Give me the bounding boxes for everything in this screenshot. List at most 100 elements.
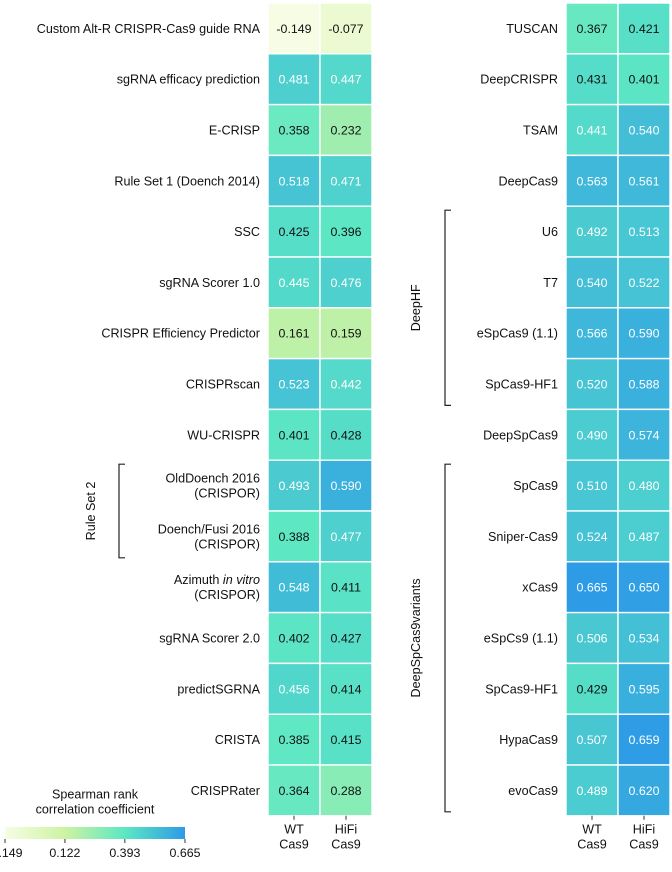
cell-value-label: 0.540: [576, 276, 607, 290]
group-label: DeepHF: [409, 284, 423, 331]
cell-value-label: 0.620: [628, 784, 659, 798]
heatmap-cell: [565, 611, 619, 665]
cell-value-label: 0.396: [330, 225, 361, 239]
heatmap-cell: [267, 459, 321, 512]
row-label: Sniper-Cas9: [488, 530, 558, 544]
heatmap-cell: [617, 561, 671, 614]
cell-value-label: 0.388: [278, 530, 309, 544]
cell-value-label: 0.522: [628, 276, 659, 290]
row-label: predictSGRNA: [177, 682, 260, 696]
row-label: OldDoench 2016 (CRISPOR): [165, 472, 260, 501]
heatmap-cell: [267, 561, 321, 614]
heatmap-cell: [319, 205, 373, 258]
heatmap-cell: [617, 154, 671, 207]
cell-value-label: 0.428: [330, 428, 361, 442]
group-label: Rule Set 2: [84, 482, 98, 541]
heatmap-cell: [617, 713, 671, 766]
cell-value-label: 0.487: [628, 530, 659, 544]
cell-value-label: 0.477: [330, 530, 361, 544]
heatmap-cell: [267, 662, 321, 715]
cell-value-label: 0.402: [278, 632, 309, 646]
heatmap-panel-left: Custom Alt-R CRISPR-Cas9 guide RNA -0.149…: [37, 2, 373, 851]
heatmap-cell: [617, 408, 671, 461]
row-label: SpCas9-HF1: [485, 682, 558, 696]
cell-value-label: 0.489: [576, 784, 607, 798]
heatmap-cell: [617, 205, 671, 258]
heatmap-cell: [319, 357, 373, 411]
cell-value-label: 0.659: [628, 733, 659, 747]
row-label: sgRNA Scorer 2.0: [159, 632, 260, 646]
heatmap-cell: [565, 2, 619, 55]
column-label: WT Cas9: [279, 822, 308, 851]
row-label: DeepCas9: [498, 174, 558, 188]
row-label: SpCas9: [513, 479, 558, 493]
cell-value-label: 0.447: [330, 73, 361, 87]
cell-value-label: 0.520: [576, 378, 607, 392]
cell-value-label: 0.561: [628, 174, 659, 188]
cell-value-label: 0.540: [628, 124, 659, 138]
colorbar-title: Spearman rank correlation coefficient: [36, 788, 155, 817]
heatmap-cell: [319, 53, 373, 106]
row-label: TSAM: [523, 124, 558, 138]
cell-value-label: 0.442: [330, 378, 361, 392]
cell-value-label: 0.506: [576, 632, 607, 646]
heatmap-cell: [319, 459, 373, 512]
cell-value-label: 0.563: [576, 174, 607, 188]
column-label: WT Cas9: [577, 822, 606, 851]
cell-value-label: 0.367: [576, 22, 607, 36]
cell-value-label: 0.401: [628, 73, 659, 87]
cell-value-label: 0.588: [628, 378, 659, 392]
row-label: SpCas9-HF1: [485, 378, 558, 392]
row-label: DeepCRISPR: [480, 73, 558, 87]
cell-value-label: 0.590: [330, 479, 361, 493]
cell-value-label: 0.401: [278, 428, 309, 442]
cell-value-label: 0.427: [330, 632, 361, 646]
cell-value-label: 0.665: [576, 581, 607, 595]
cell-value-label: 0.431: [576, 73, 607, 87]
cell-value-label: 0.493: [278, 479, 309, 493]
row-label: evoCas9: [508, 784, 558, 798]
cell-value-label: 0.476: [330, 276, 361, 290]
cell-value-label: 0.507: [576, 733, 607, 747]
cell-value-label: 0.524: [576, 530, 607, 544]
cell-value-label: 0.534: [628, 632, 659, 646]
cell-value-label: 0.566: [576, 327, 607, 341]
cell-value-label: 0.441: [576, 124, 607, 138]
heatmap-cell: [565, 53, 619, 106]
cell-value-label: 0.445: [278, 276, 309, 290]
cell-value-label: 0.481: [278, 73, 309, 87]
heatmap-cell: [267, 713, 321, 766]
row-label: U6: [542, 225, 558, 239]
heatmap-cell: [319, 256, 373, 309]
group-bracket: [118, 463, 125, 559]
heatmap-cell: [319, 154, 373, 207]
heatmap-panel-right: TUSCAN 0.367 0.421 DeepCRISPR 0.431 0.401 TSAM…: [409, 2, 671, 851]
colorbar-tick-label: -0.149: [0, 846, 23, 860]
cell-value-label: 0.415: [330, 733, 361, 747]
cell-value-label: -0.077: [328, 22, 363, 36]
cell-value-label: 0.288: [330, 784, 361, 798]
heatmap-cell: [565, 662, 619, 715]
row-label: sgRNA efficacy prediction: [117, 73, 260, 87]
heatmap-cell: [319, 2, 373, 55]
heatmap-cell: [319, 510, 373, 563]
cell-value-label: 0.385: [278, 733, 309, 747]
row-label: eSpCas9 (1.1): [477, 327, 558, 341]
cell-value-label: 0.429: [576, 682, 607, 696]
heatmap-cell: [319, 103, 373, 157]
cell-value-label: -0.149: [276, 22, 311, 36]
heatmap-cell: [617, 764, 671, 817]
row-label: DeepSpCas9: [483, 428, 558, 442]
heatmap-cell: [617, 307, 671, 360]
cell-value-label: 0.590: [628, 327, 659, 341]
column-label: HiFi Cas9: [629, 822, 658, 851]
colorbar-bar: [5, 827, 185, 839]
cell-value-label: 0.510: [576, 479, 607, 493]
heatmap-cell: [617, 103, 671, 157]
cell-value-label: 0.518: [278, 174, 309, 188]
heatmap-cell: [565, 510, 619, 563]
heatmap-cell: [565, 205, 619, 258]
row-label: HypaCas9: [499, 733, 558, 747]
cell-value-label: 0.161: [278, 327, 309, 341]
